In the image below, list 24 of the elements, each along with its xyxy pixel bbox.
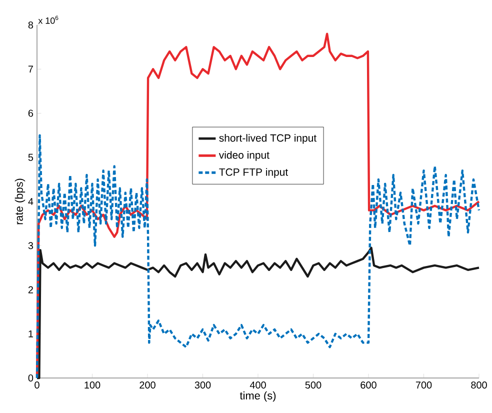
x-tick-label: 800: [471, 382, 487, 389]
x-tick-label: 400: [250, 382, 266, 389]
text: x 10$^{6}$: [38, 16, 58, 24]
y-tick-label: 7: [28, 66, 33, 73]
y-tick-label: 1: [28, 330, 33, 338]
y-tick-label: 0: [28, 374, 34, 382]
x-tick-label: 0: [34, 382, 40, 389]
x-tick-label: 700: [416, 382, 432, 389]
legend-label: TCP FTP input: [219, 168, 288, 178]
y-tick-label: 4: [28, 198, 34, 205]
legend-label: short-lived TCP input: [219, 134, 316, 144]
x-tick-label: 100: [84, 382, 100, 389]
y-axis-title: rate (bps): [14, 178, 26, 224]
x-tick-label: 600: [360, 382, 376, 389]
y-tick-label: 5: [28, 154, 34, 161]
y-tick-label: 8: [28, 21, 34, 29]
y-tick-label: 3: [28, 242, 34, 250]
x-tick-label: 500: [305, 382, 322, 389]
y-tick-label: 6: [28, 110, 34, 117]
x-tick-label: 300: [194, 382, 211, 389]
x-tick-label: 200: [140, 382, 156, 389]
y-tick-label: 2: [28, 286, 33, 294]
legend-label: video input: [218, 151, 270, 161]
x-axis-title: time (s): [240, 391, 276, 402]
